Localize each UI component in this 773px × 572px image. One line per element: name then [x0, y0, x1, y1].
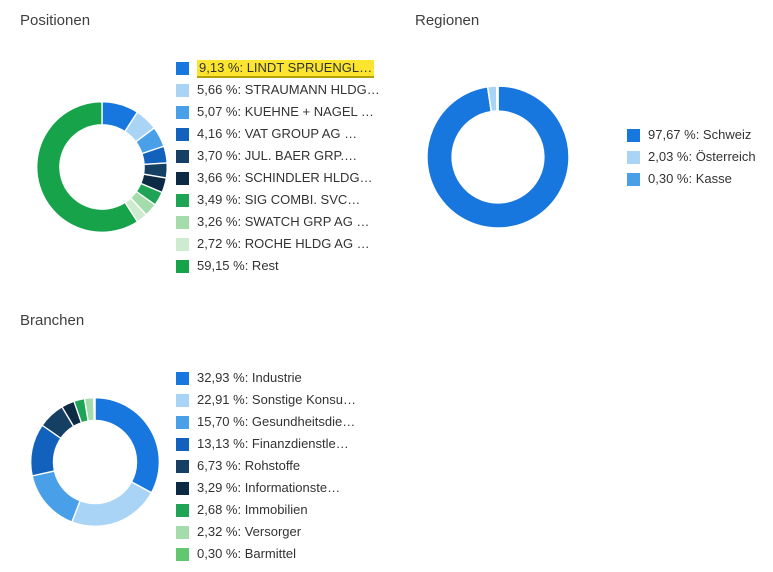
legend-item[interactable]: 3,26 %: SWATCH GRP AG …	[176, 211, 380, 233]
legend-item[interactable]: 5,66 %: STRAUMANN HLDG…	[176, 79, 380, 101]
legend-swatch	[176, 105, 189, 119]
legend-item[interactable]: 2,68 %: Immobilien	[176, 499, 356, 521]
legend-item[interactable]: 3,70 %: JUL. BAER GRP.…	[176, 145, 380, 167]
legend-label: 3,29 %: Informationste…	[197, 480, 341, 495]
legend-swatch	[176, 393, 189, 407]
donut-segment[interactable]	[94, 397, 160, 494]
donut-segment[interactable]	[71, 480, 153, 527]
legend-item[interactable]: 97,67 %: Schweiz	[627, 124, 756, 146]
legend-swatch	[176, 437, 189, 451]
donut-segment[interactable]	[31, 470, 81, 523]
legend-label: 5,07 %: KUEHNE + NAGEL …	[197, 104, 374, 119]
legend-label: 4,16 %: VAT GROUP AG …	[197, 126, 358, 141]
legend-swatch	[176, 459, 189, 473]
legend-label: 5,66 %: STRAUMANN HLDG…	[197, 82, 380, 97]
legend-label: 9,13 %: LINDT SPRUENGL…	[197, 60, 375, 76]
legend-item[interactable]: 3,66 %: SCHINDLER HLDG…	[176, 167, 380, 189]
legend-item[interactable]: 2,32 %: Versorger	[176, 521, 356, 543]
regionen-donut-chart	[424, 83, 572, 231]
legend-label: 13,13 %: Finanzdienstle…	[197, 436, 349, 451]
chart-title-branchen: Branchen	[20, 312, 85, 329]
legend-item[interactable]: 3,49 %: SIG COMBI. SVC…	[176, 189, 380, 211]
legend-label: 3,70 %: JUL. BAER GRP.…	[197, 148, 358, 163]
legend-label: 2,68 %: Immobilien	[197, 502, 308, 517]
legend-swatch	[627, 172, 640, 186]
donut-segment[interactable]	[36, 101, 139, 233]
chart-title-regionen: Regionen	[415, 12, 480, 29]
legend-swatch	[176, 371, 189, 385]
legend-item[interactable]: 2,03 %: Österreich	[627, 146, 756, 168]
positionen-legend: 9,13 %: LINDT SPRUENGL… 5,66 %: STRAUMAN…	[176, 57, 380, 277]
legend-label: 3,26 %: SWATCH GRP AG …	[197, 214, 370, 229]
legend-item[interactable]: 32,93 %: Industrie	[176, 367, 356, 389]
branchen-donut-chart	[28, 395, 162, 529]
legend-swatch	[176, 415, 189, 429]
legend-item[interactable]: 6,73 %: Rohstoffe	[176, 455, 356, 477]
legend-swatch	[176, 193, 189, 207]
legend-swatch	[627, 150, 640, 164]
legend-item[interactable]: 0,30 %: Kasse	[627, 168, 756, 190]
legend-label: 2,03 %: Österreich	[648, 149, 756, 164]
legend-label: 32,93 %: Industrie	[197, 370, 302, 385]
legend-label: 2,72 %: ROCHE HLDG AG …	[197, 236, 370, 251]
legend-label: 3,66 %: SCHINDLER HLDG…	[197, 170, 373, 185]
legend-item[interactable]: 3,29 %: Informationste…	[176, 477, 356, 499]
donut-segment[interactable]	[93, 397, 96, 422]
legend-swatch	[176, 61, 189, 75]
legend-swatch	[176, 127, 189, 141]
legend-swatch	[176, 149, 189, 163]
legend-label: 0,30 %: Barmittel	[197, 546, 296, 561]
legend-item[interactable]: 13,13 %: Finanzdienstle…	[176, 433, 356, 455]
donut-segment[interactable]	[426, 85, 570, 229]
legend-label: 3,49 %: SIG COMBI. SVC…	[197, 192, 361, 207]
legend-swatch	[176, 215, 189, 229]
legend-label: 6,73 %: Rohstoffe	[197, 458, 301, 473]
legend-swatch	[176, 481, 189, 495]
legend-item[interactable]: 15,70 %: Gesundheitsdie…	[176, 411, 356, 433]
legend-swatch	[176, 171, 189, 185]
legend-label: 15,70 %: Gesundheitsdie…	[197, 414, 356, 429]
legend-item[interactable]: 5,07 %: KUEHNE + NAGEL …	[176, 101, 380, 123]
branchen-legend: 32,93 %: Industrie 22,91 %: Sonstige Kon…	[176, 367, 356, 565]
legend-label: 0,30 %: Kasse	[648, 171, 732, 186]
legend-item[interactable]: 2,72 %: ROCHE HLDG AG …	[176, 233, 380, 255]
legend-item[interactable]: 22,91 %: Sonstige Konsu…	[176, 389, 356, 411]
legend-swatch	[176, 237, 189, 251]
positionen-donut-chart	[34, 99, 170, 235]
legend-label: 59,15 %: Rest	[197, 258, 279, 273]
legend-swatch	[176, 259, 189, 273]
legend-item[interactable]: 59,15 %: Rest	[176, 255, 380, 277]
legend-label: 2,32 %: Versorger	[197, 524, 302, 539]
legend-item[interactable]: 4,16 %: VAT GROUP AG …	[176, 123, 380, 145]
legend-swatch	[176, 547, 189, 561]
legend-swatch	[176, 83, 189, 97]
regionen-legend: 97,67 %: Schweiz 2,03 %: Österreich 0,30…	[627, 124, 756, 190]
legend-swatch	[176, 503, 189, 517]
donut-segment[interactable]	[495, 85, 499, 112]
legend-label: 97,67 %: Schweiz	[648, 127, 752, 142]
legend-swatch	[176, 525, 189, 539]
legend-label: 22,91 %: Sonstige Konsu…	[197, 392, 356, 407]
legend-item[interactable]: 9,13 %: LINDT SPRUENGL…	[176, 57, 380, 79]
legend-swatch	[627, 128, 640, 142]
chart-title-positionen: Positionen	[20, 12, 91, 29]
legend-item[interactable]: 0,30 %: Barmittel	[176, 543, 356, 565]
